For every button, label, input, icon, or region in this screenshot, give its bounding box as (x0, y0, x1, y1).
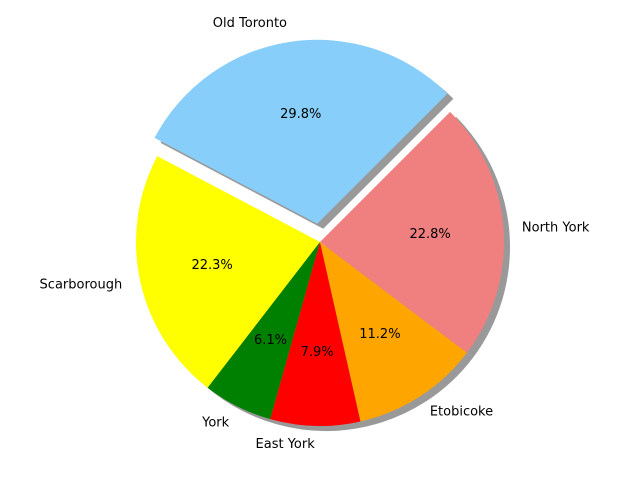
slice-percent-scarborough: 22.3% (191, 258, 232, 273)
slice-old-toronto (154, 39, 448, 224)
slice-percent-north-york: 22.8% (409, 227, 450, 242)
slice-etobicoke (320, 242, 467, 422)
slice-north-york (320, 111, 505, 353)
slice-scarborough (136, 156, 320, 388)
slice-wedges (136, 39, 505, 426)
slice-label-east-york: East York (256, 437, 316, 452)
slice-york (207, 242, 320, 420)
slice-labels: Old Toronto Scarborough York East York Etobi… (40, 16, 590, 452)
slice-label-north-york: North York (522, 220, 590, 235)
slice-percent-york: 6.1% (254, 333, 287, 348)
slice-label-etobicoke: Etobicoke (430, 405, 493, 420)
slice-percent-east-york: 7.9% (301, 345, 334, 360)
slice-percent-labels: 29.8% 22.3% 6.1% 7.9% 11.2% 22.8% (191, 107, 450, 360)
slice-percent-etobicoke: 11.2% (359, 327, 400, 342)
slice-label-old-toronto: Old Toronto (213, 16, 287, 31)
slice-percent-old-toronto: 29.8% (280, 107, 321, 122)
slice-label-scarborough: Scarborough (40, 278, 123, 293)
slice-east-york (270, 242, 361, 426)
slice-label-york: York (201, 415, 230, 430)
